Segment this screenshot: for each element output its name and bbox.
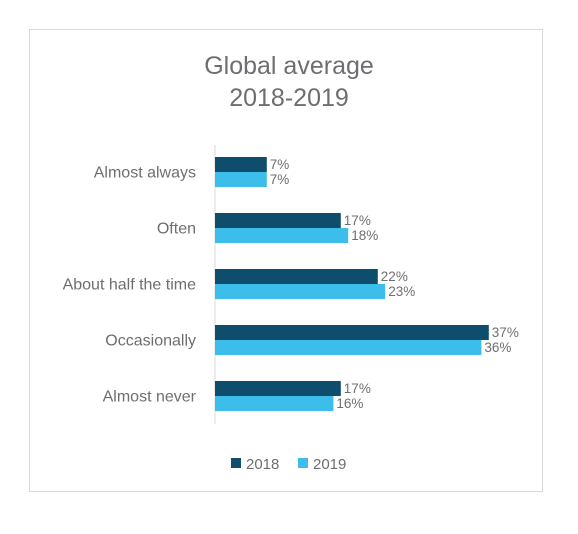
category-label-often: Often <box>157 221 196 238</box>
category-label-about-half-the-time: About half the time <box>63 277 197 294</box>
data-label-2018-occasionally: 37% <box>492 325 519 340</box>
chart-subtitle: 2018-2019 <box>229 84 349 112</box>
bar-2018-almost-never <box>215 381 341 396</box>
chart-title: Global average <box>204 52 374 80</box>
bar-2019-occasionally <box>215 340 482 355</box>
chart-frame <box>29 29 543 492</box>
legend-swatch-2019 <box>298 458 308 468</box>
legend-label-2018: 2018 <box>246 456 279 473</box>
bar-2018-about-half-the-time <box>215 269 378 284</box>
data-label-2018-almost-always: 7% <box>270 157 290 172</box>
data-label-2019-about-half-the-time: 23% <box>388 284 415 299</box>
category-label-almost-always: Almost always <box>94 165 196 182</box>
bar-2018-almost-always <box>215 157 267 172</box>
data-label-2019-often: 18% <box>351 228 378 243</box>
data-label-2019-almost-always: 7% <box>270 172 290 187</box>
legend-swatch-2018 <box>231 458 241 468</box>
data-label-2018-often: 17% <box>344 213 371 228</box>
bar-2019-almost-never <box>215 396 334 411</box>
data-label-2018-about-half-the-time: 22% <box>381 269 408 284</box>
legend-label-2019: 2019 <box>313 456 346 473</box>
category-label-almost-never: Almost never <box>103 389 197 406</box>
bar-2018-occasionally <box>215 325 489 340</box>
data-label-2019-almost-never: 16% <box>336 396 363 411</box>
bar-2019-almost-always <box>215 172 267 187</box>
bar-2019-often <box>215 228 349 243</box>
bar-2019-about-half-the-time <box>215 284 386 299</box>
chart-title-block: Global average 2018-2019 <box>0 50 578 114</box>
data-label-2019-occasionally: 36% <box>484 340 511 355</box>
data-label-2018-almost-never: 17% <box>344 381 371 396</box>
category-label-occasionally: Occasionally <box>105 333 196 350</box>
bar-2018-often <box>215 213 341 228</box>
